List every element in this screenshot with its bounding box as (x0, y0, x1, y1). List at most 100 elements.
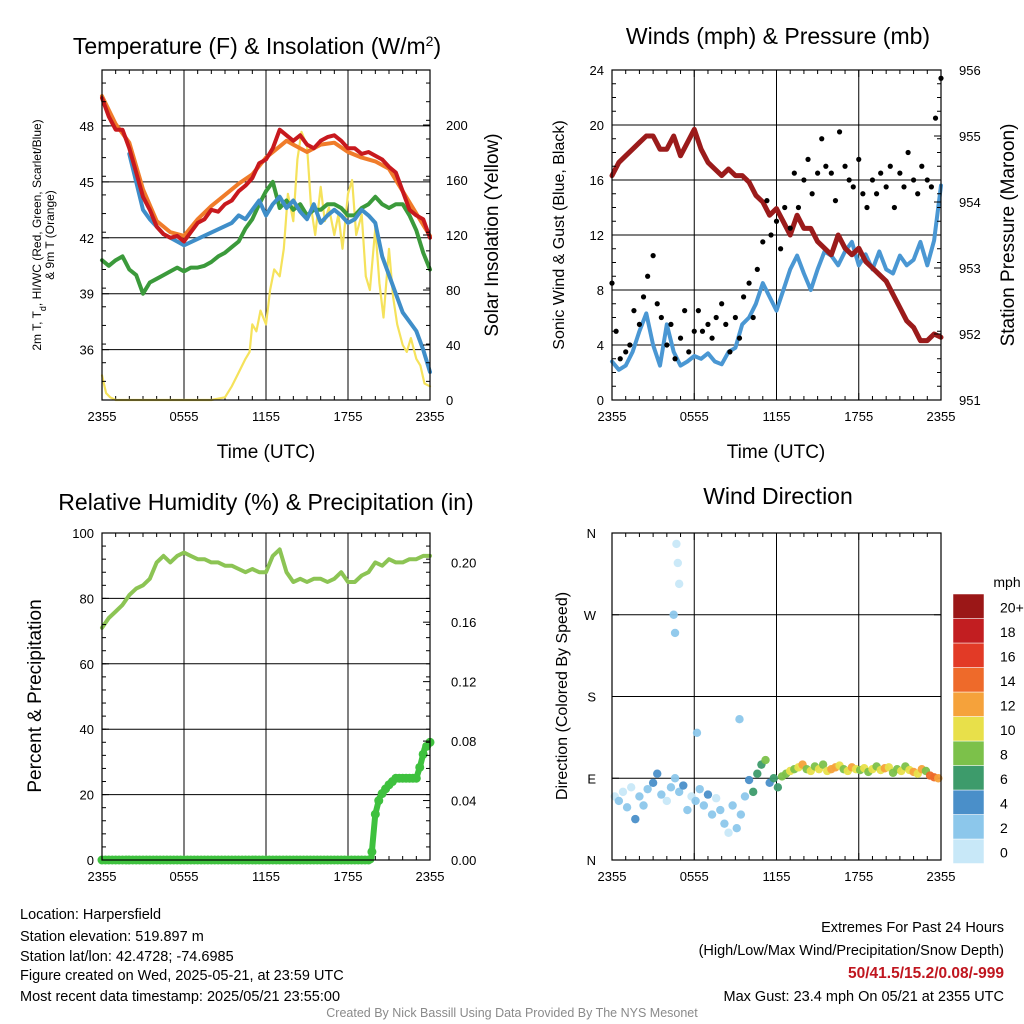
gust-point (828, 170, 834, 176)
y-axis-label-left: Percent & Precipitation (25, 599, 46, 792)
x-tick-label: 2355 (927, 409, 956, 424)
sonic-wind-line (610, 183, 943, 372)
gust-point (864, 204, 870, 211)
direction-point (618, 787, 628, 797)
x-tick-label: 2355 (88, 869, 117, 884)
elevation-text: Station elevation: 519.897 m (20, 929, 204, 945)
direction-point (672, 539, 681, 549)
direction-point (728, 801, 737, 810)
x-tick-label: 1155 (763, 409, 791, 424)
max-gust-text: Max Gust: 23.4 mph On 05/21 at 2355 UTC (723, 989, 1004, 1005)
direction-point (769, 774, 778, 783)
colorbar-swatch (952, 642, 985, 668)
temp-2m-line (100, 96, 432, 244)
gust-point (869, 177, 876, 183)
gust-point (773, 218, 780, 224)
x-tick-label: 2355 (88, 409, 117, 424)
gust-point (719, 301, 725, 307)
y-tick-label: 0.16 (451, 615, 476, 630)
colorbar-label: 16 (1000, 648, 1016, 664)
direction-point (692, 728, 702, 738)
y-tick-label: S (587, 690, 596, 705)
gust-point (801, 177, 807, 183)
colorbar-label: 10 (1000, 722, 1016, 738)
y-tick-label: 40 (80, 722, 94, 737)
plot-border (101, 69, 431, 401)
x-tick-label: 2355 (416, 869, 445, 884)
colorbar-swatch (952, 667, 985, 693)
y-tick-label: 955 (959, 129, 981, 144)
y-tick-label: 0.20 (451, 556, 476, 571)
colorbar-swatch (952, 593, 985, 619)
colorbar-swatch (952, 814, 985, 840)
y-axis-label-left: 2m T, Td, HI/WC (Red, Green, Scarlet/Blu… (30, 119, 57, 350)
colorbar-label: 18 (1000, 624, 1016, 640)
colorbar-swatch (952, 740, 985, 766)
plot-border (611, 69, 942, 401)
gust-point (878, 170, 884, 176)
colorbar-label: 0 (1000, 844, 1008, 860)
x-tick-label: 0555 (680, 869, 709, 884)
y-tick-label: 200 (446, 118, 468, 133)
gust-point (928, 184, 935, 190)
gust-point (636, 321, 643, 327)
direction-point (735, 715, 744, 724)
gust-point (741, 294, 747, 300)
gust-point (617, 356, 623, 362)
gust-point (778, 246, 784, 252)
gust-point (713, 314, 719, 321)
direction-point (695, 784, 704, 794)
plot-border (101, 532, 431, 861)
gust-point (631, 308, 637, 314)
direction-point (670, 628, 680, 638)
location-text: Location: Harpersfield (20, 907, 162, 923)
y-tick-label: 0.12 (451, 675, 476, 690)
pressure-line (609, 126, 944, 344)
direction-point (707, 810, 717, 819)
y-tick-label: 954 (959, 195, 981, 210)
y-tick-label: N (587, 526, 596, 541)
y-tick-label: 80 (80, 591, 94, 606)
colorbar-label: 12 (1000, 697, 1016, 713)
direction-point (679, 781, 688, 790)
direction-point (669, 610, 678, 619)
direction-point (699, 801, 709, 810)
direction-point (736, 810, 746, 819)
gust-point (924, 177, 930, 183)
y-tick-label: 0.04 (451, 794, 476, 809)
gust-point (746, 280, 752, 286)
created-text: Figure created on Wed, 2025-05-21, at 23… (20, 968, 344, 984)
colorbar-swatch (952, 716, 985, 742)
colorbar-swatch (952, 765, 985, 791)
y-tick-label: 0 (446, 393, 453, 408)
precip-point (418, 749, 428, 759)
gust-point (883, 184, 889, 190)
gust-point (623, 349, 629, 355)
y-tick-label: 24 (590, 63, 604, 78)
gust-point (650, 253, 656, 259)
gust-point (664, 342, 670, 348)
gust-point (699, 328, 706, 334)
direction-point (740, 792, 750, 801)
gust-point (760, 239, 766, 245)
y-tick-label: 39 (80, 287, 94, 302)
colorbar-label: 8 (1000, 746, 1008, 762)
gust-point (910, 177, 917, 183)
x-tick-label: 2355 (598, 409, 627, 424)
y-tick-label: N (587, 853, 596, 868)
direction-point (653, 769, 662, 778)
gust-point (613, 328, 619, 334)
credit-text: Created By Nick Bassill Using Data Provi… (326, 1006, 698, 1020)
gust-point (915, 191, 921, 197)
y-tick-label: 0.08 (451, 734, 476, 749)
gust-point (645, 273, 651, 279)
gust-point (732, 314, 738, 321)
gust-point (842, 163, 848, 169)
direction-point (703, 790, 713, 799)
direction-point (635, 792, 644, 801)
y-tick-label: 42 (80, 231, 94, 246)
y-tick-label: 4 (597, 338, 604, 353)
direction-point (934, 774, 943, 783)
direction-point (744, 775, 754, 785)
direction-point (657, 790, 666, 799)
